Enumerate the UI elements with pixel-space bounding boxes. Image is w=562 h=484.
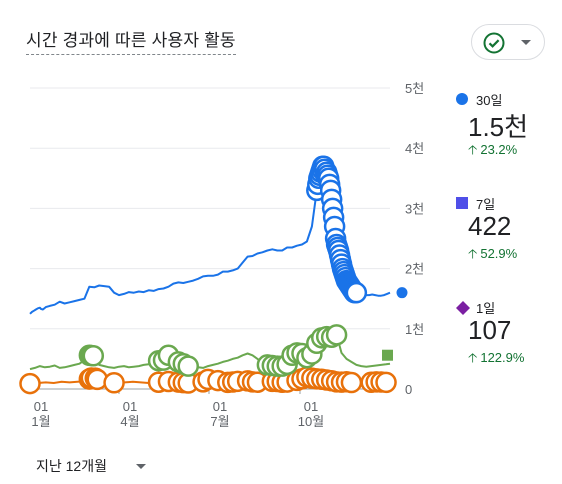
anomaly-point — [340, 371, 363, 394]
legend-value: 422 — [468, 211, 512, 241]
x-tick-month: 1월 — [31, 414, 50, 429]
legend-value: 107 — [468, 315, 512, 345]
x-tick-day: 01 — [213, 399, 227, 414]
anomaly-point — [177, 355, 199, 377]
x-tick-day: 01 — [304, 399, 318, 414]
arrow-up-icon: 🡡 — [468, 142, 478, 157]
circle-marker-icon — [456, 93, 468, 105]
series-end-marker — [382, 349, 393, 361]
x-tick-month: 4월 — [120, 414, 139, 429]
y-tick-label: 0 — [405, 382, 412, 397]
legend-change: 🡡 122.9% — [468, 349, 524, 371]
y-tick-label: 1천 — [405, 322, 424, 337]
anomaly-point — [103, 372, 125, 394]
anomaly-point — [345, 281, 368, 304]
anomaly-point — [19, 372, 41, 395]
legend-change: 🡡 23.2% — [468, 141, 517, 163]
y-tick-label: 2천 — [405, 262, 424, 277]
y-tick-label: 5천 — [405, 81, 424, 96]
date-range-selector[interactable]: 지난 12개월 — [36, 458, 107, 474]
anomaly-point — [82, 345, 105, 367]
y-tick-label: 3천 — [405, 201, 424, 216]
arrow-up-icon: 🡡 — [468, 350, 478, 365]
check-circle-icon — [483, 32, 505, 54]
arrow-up-icon: 🡡 — [468, 246, 478, 261]
legend-value: 1.5천 — [468, 112, 529, 142]
x-tick-month: 10월 — [298, 414, 324, 429]
legend-change: 🡡 52.9% — [468, 245, 517, 267]
chevron-down-icon — [521, 40, 531, 45]
anomaly-point — [375, 371, 397, 394]
x-tick-day: 01 — [34, 399, 48, 414]
x-tick-month: 7월 — [210, 414, 229, 429]
diamond-marker-icon — [456, 301, 470, 315]
card-title[interactable]: 시간 경과에 따른 사용자 활동 — [26, 26, 236, 55]
legend-label: 1일 — [476, 301, 496, 316]
legend-change-value: 52.9% — [480, 246, 518, 261]
anomaly-point — [325, 324, 348, 346]
chevron-down-icon[interactable] — [136, 464, 146, 469]
x-tick-day: 01 — [123, 399, 137, 414]
legend-label: 7일 — [476, 197, 496, 212]
legend-label: 30일 — [476, 93, 503, 108]
y-tick-label: 4천 — [405, 141, 424, 156]
legend-change-value: 23.2% — [480, 142, 518, 157]
legend-change-value: 122.9% — [480, 350, 525, 365]
square-marker-icon — [456, 197, 468, 209]
compare-button[interactable] — [471, 24, 545, 60]
series-end-marker — [396, 287, 408, 299]
